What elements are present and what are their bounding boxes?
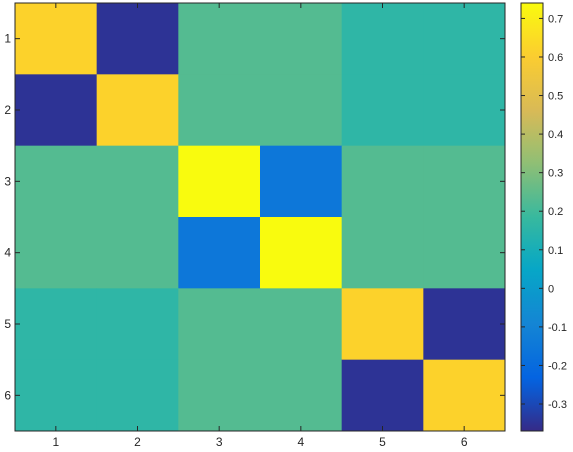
colorbar-tick-label: 0: [548, 283, 554, 295]
heatmap-cell: [423, 359, 506, 432]
heatmap-cell: [96, 359, 179, 432]
colorbar-tick-label: -0.2: [548, 360, 567, 372]
heatmap-cell: [423, 217, 506, 289]
colorbar: [520, 2, 544, 432]
x-tick-label: 4: [297, 435, 304, 449]
heatmap-cell: [15, 217, 98, 289]
y-tick-label: 4: [4, 246, 11, 260]
colorbar-tick-label: 0.7: [548, 13, 563, 25]
x-tick-label: 5: [379, 435, 386, 449]
colorbar-ticks: -0.3 -0.2 -0.1 0 0.1 0.2 0.3 0.4 0.5 0.6 0.7: [521, 13, 567, 411]
x-tick-label: 2: [134, 435, 141, 449]
y-tick-label: 2: [4, 103, 11, 117]
y-axis: 1 2 3 4 5 6: [4, 32, 505, 402]
colorbar-tick-label: 0.3: [548, 168, 563, 180]
heatmap-cell: [423, 3, 506, 75]
plot-area-frame: [14, 2, 506, 432]
x-tick-label: 3: [216, 435, 223, 449]
heatmap-cell: [178, 288, 261, 361]
heatmap-cell: [341, 3, 424, 75]
y-tick-label: 6: [4, 388, 11, 402]
heatmap-cell: [260, 217, 343, 289]
heatmap-cell: [260, 288, 343, 361]
y-tick-label: 3: [4, 174, 11, 188]
colorbar-tick-label: 0.5: [548, 91, 563, 103]
heatmap-cell: [15, 145, 98, 218]
heatmap-cell: [15, 359, 98, 432]
heatmap-cell: [178, 217, 261, 289]
colorbar-tick-label: 0.4: [548, 129, 563, 141]
heatmap-cell: [15, 288, 98, 361]
y-tick-label: 1: [4, 32, 11, 46]
heatmap-cell: [96, 288, 179, 361]
heatmap-cell: [423, 74, 506, 147]
colorbar-tick-label: 0.6: [548, 52, 563, 64]
heatmap-cell: [341, 288, 424, 361]
x-tick-label: 6: [461, 435, 468, 449]
x-tick-label: 1: [52, 435, 59, 449]
heatmap-cell: [178, 74, 261, 147]
heatmap-cell: [15, 74, 98, 147]
heatmap-cell: [15, 3, 98, 75]
heatmap-cell: [423, 288, 506, 361]
heatmap-cell: [260, 359, 343, 432]
colorbar-tick-label: 0.2: [548, 206, 563, 218]
colorbar-tick-label: -0.3: [548, 399, 567, 411]
y-tick-label: 5: [4, 317, 11, 331]
heatmap-cell: [341, 359, 424, 432]
heatmap-cell: [96, 145, 179, 218]
heatmap-cell: [341, 74, 424, 147]
colorbar-tick-label: -0.1: [548, 322, 567, 334]
heatmap-cells: [15, 3, 506, 432]
colorbar-tick-label: 0.1: [548, 245, 563, 257]
heatmap-cell: [260, 74, 343, 147]
heatmap-cell: [423, 145, 506, 218]
heatmap-cell: [96, 217, 179, 289]
heatmap-cell: [260, 3, 343, 75]
heatmap-cell: [96, 74, 179, 147]
x-axis: 1 2 3 4 5 6: [52, 3, 468, 449]
heatmap-cell: [178, 3, 261, 75]
heatmap-cell: [260, 145, 343, 218]
heatmap-cell: [96, 3, 179, 75]
heatmap-cell: [341, 217, 424, 289]
heatmap-cell: [178, 145, 261, 218]
heatmap-cell: [341, 145, 424, 218]
heatmap-cell: [178, 359, 261, 432]
